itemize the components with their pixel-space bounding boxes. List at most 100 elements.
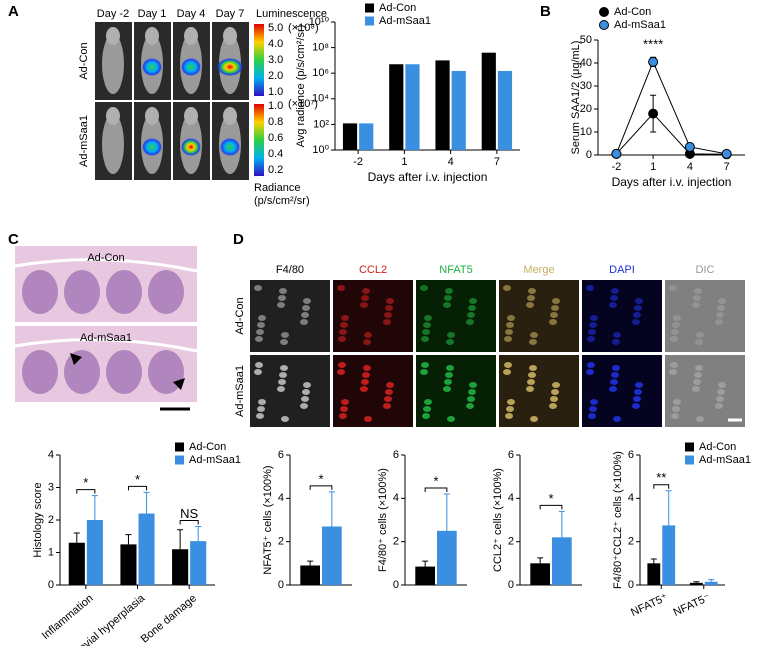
colorbar-tick: 0.4	[268, 148, 283, 160]
cell	[717, 389, 725, 395]
error-bar	[195, 526, 202, 542]
cell	[503, 285, 511, 291]
legend-label: Ad-Con	[379, 2, 416, 14]
cell	[361, 295, 369, 301]
legend-marker	[599, 7, 609, 17]
y-tick-label: 0	[628, 579, 634, 591]
y-tick-label: 40	[580, 57, 592, 69]
error-bar	[665, 490, 672, 526]
y-axis-label: Avg radiance (p/s/cm²/sr)	[295, 25, 307, 148]
cell	[695, 365, 703, 371]
error-bar	[422, 560, 429, 567]
tissue	[106, 270, 142, 314]
x-tick-label: 1	[401, 156, 407, 168]
cell	[383, 403, 391, 409]
cell	[632, 319, 640, 325]
legend-marker	[175, 455, 184, 465]
cell	[528, 372, 536, 378]
x-tick-label: Bone damage	[139, 592, 199, 645]
cell	[386, 382, 394, 388]
cell	[364, 332, 372, 338]
mouse	[102, 114, 124, 174]
cell	[420, 369, 428, 375]
cell	[338, 362, 346, 368]
error-bar	[443, 493, 450, 531]
error-bar	[125, 534, 132, 545]
y-tick-label: 6	[508, 449, 514, 461]
cell	[672, 322, 680, 328]
cell	[466, 319, 474, 325]
cell	[420, 285, 428, 291]
cell	[422, 329, 430, 335]
significance-bracket	[653, 484, 670, 489]
x-tick-label: 4	[687, 161, 693, 173]
bar	[68, 542, 85, 585]
tissue	[106, 350, 142, 394]
cell	[361, 379, 369, 385]
y-tick-label: 0	[508, 579, 514, 591]
cell	[254, 285, 262, 291]
y-tick-label: 6	[393, 449, 399, 461]
cell	[670, 336, 678, 342]
cell	[611, 288, 619, 294]
colorbar-label: Radiance	[254, 182, 300, 194]
cell	[383, 319, 391, 325]
cell	[281, 416, 289, 422]
bar	[86, 520, 103, 585]
legend-label: Ad-mSaa1	[699, 454, 751, 466]
x-tick-label: NFAT5⁻	[672, 591, 713, 619]
tissue	[22, 270, 58, 314]
significance: *	[135, 472, 140, 487]
cell	[505, 413, 513, 419]
error-bar	[693, 581, 700, 583]
colorbar-tick: 5.0	[268, 22, 283, 34]
error-bar	[91, 495, 98, 520]
column-label: F4/80	[276, 264, 304, 276]
signal	[181, 138, 201, 156]
y-tick-label: 6	[278, 449, 284, 461]
y-axis-label: NFAT5⁺ cells (×100%)	[262, 465, 274, 574]
bar	[530, 563, 550, 585]
x-axis-label: Days after i.v. injection	[612, 175, 732, 189]
cell	[717, 305, 725, 311]
cell	[385, 389, 393, 395]
cell	[280, 339, 288, 345]
cell	[635, 382, 643, 388]
y-tick-label: 4	[508, 492, 514, 504]
colorbar-tick: 1.0	[268, 100, 283, 112]
cell	[280, 365, 288, 371]
cell	[258, 315, 266, 321]
cell	[673, 315, 681, 321]
y-tick-label: 4	[48, 449, 54, 461]
legend-marker	[365, 16, 374, 26]
signal	[142, 58, 162, 76]
significance-bracket	[309, 485, 333, 490]
cell	[444, 379, 452, 385]
line	[616, 112, 727, 155]
row-label: Ad-Con	[234, 297, 246, 334]
y-tick-label: 2	[393, 536, 399, 548]
signal	[142, 138, 162, 156]
tissue-line	[14, 338, 198, 353]
colorbar	[254, 24, 264, 96]
cell	[530, 332, 538, 338]
cell	[633, 312, 641, 318]
bar	[451, 70, 466, 150]
cell	[507, 315, 515, 321]
cell	[443, 386, 451, 392]
line	[615, 60, 727, 155]
cell	[587, 362, 595, 368]
y-tick-label: 50	[580, 34, 592, 46]
cell	[255, 362, 263, 368]
cell	[384, 396, 392, 402]
point	[611, 148, 622, 159]
y-tick-label: 2	[278, 536, 284, 548]
x-tick-label: Synovial hyperplasia	[62, 592, 148, 646]
cell	[277, 302, 285, 308]
point	[684, 141, 695, 152]
cell	[551, 389, 559, 395]
y-tick-label: 2	[628, 536, 634, 548]
cell	[421, 362, 429, 368]
cell	[692, 302, 700, 308]
cell	[467, 396, 475, 402]
